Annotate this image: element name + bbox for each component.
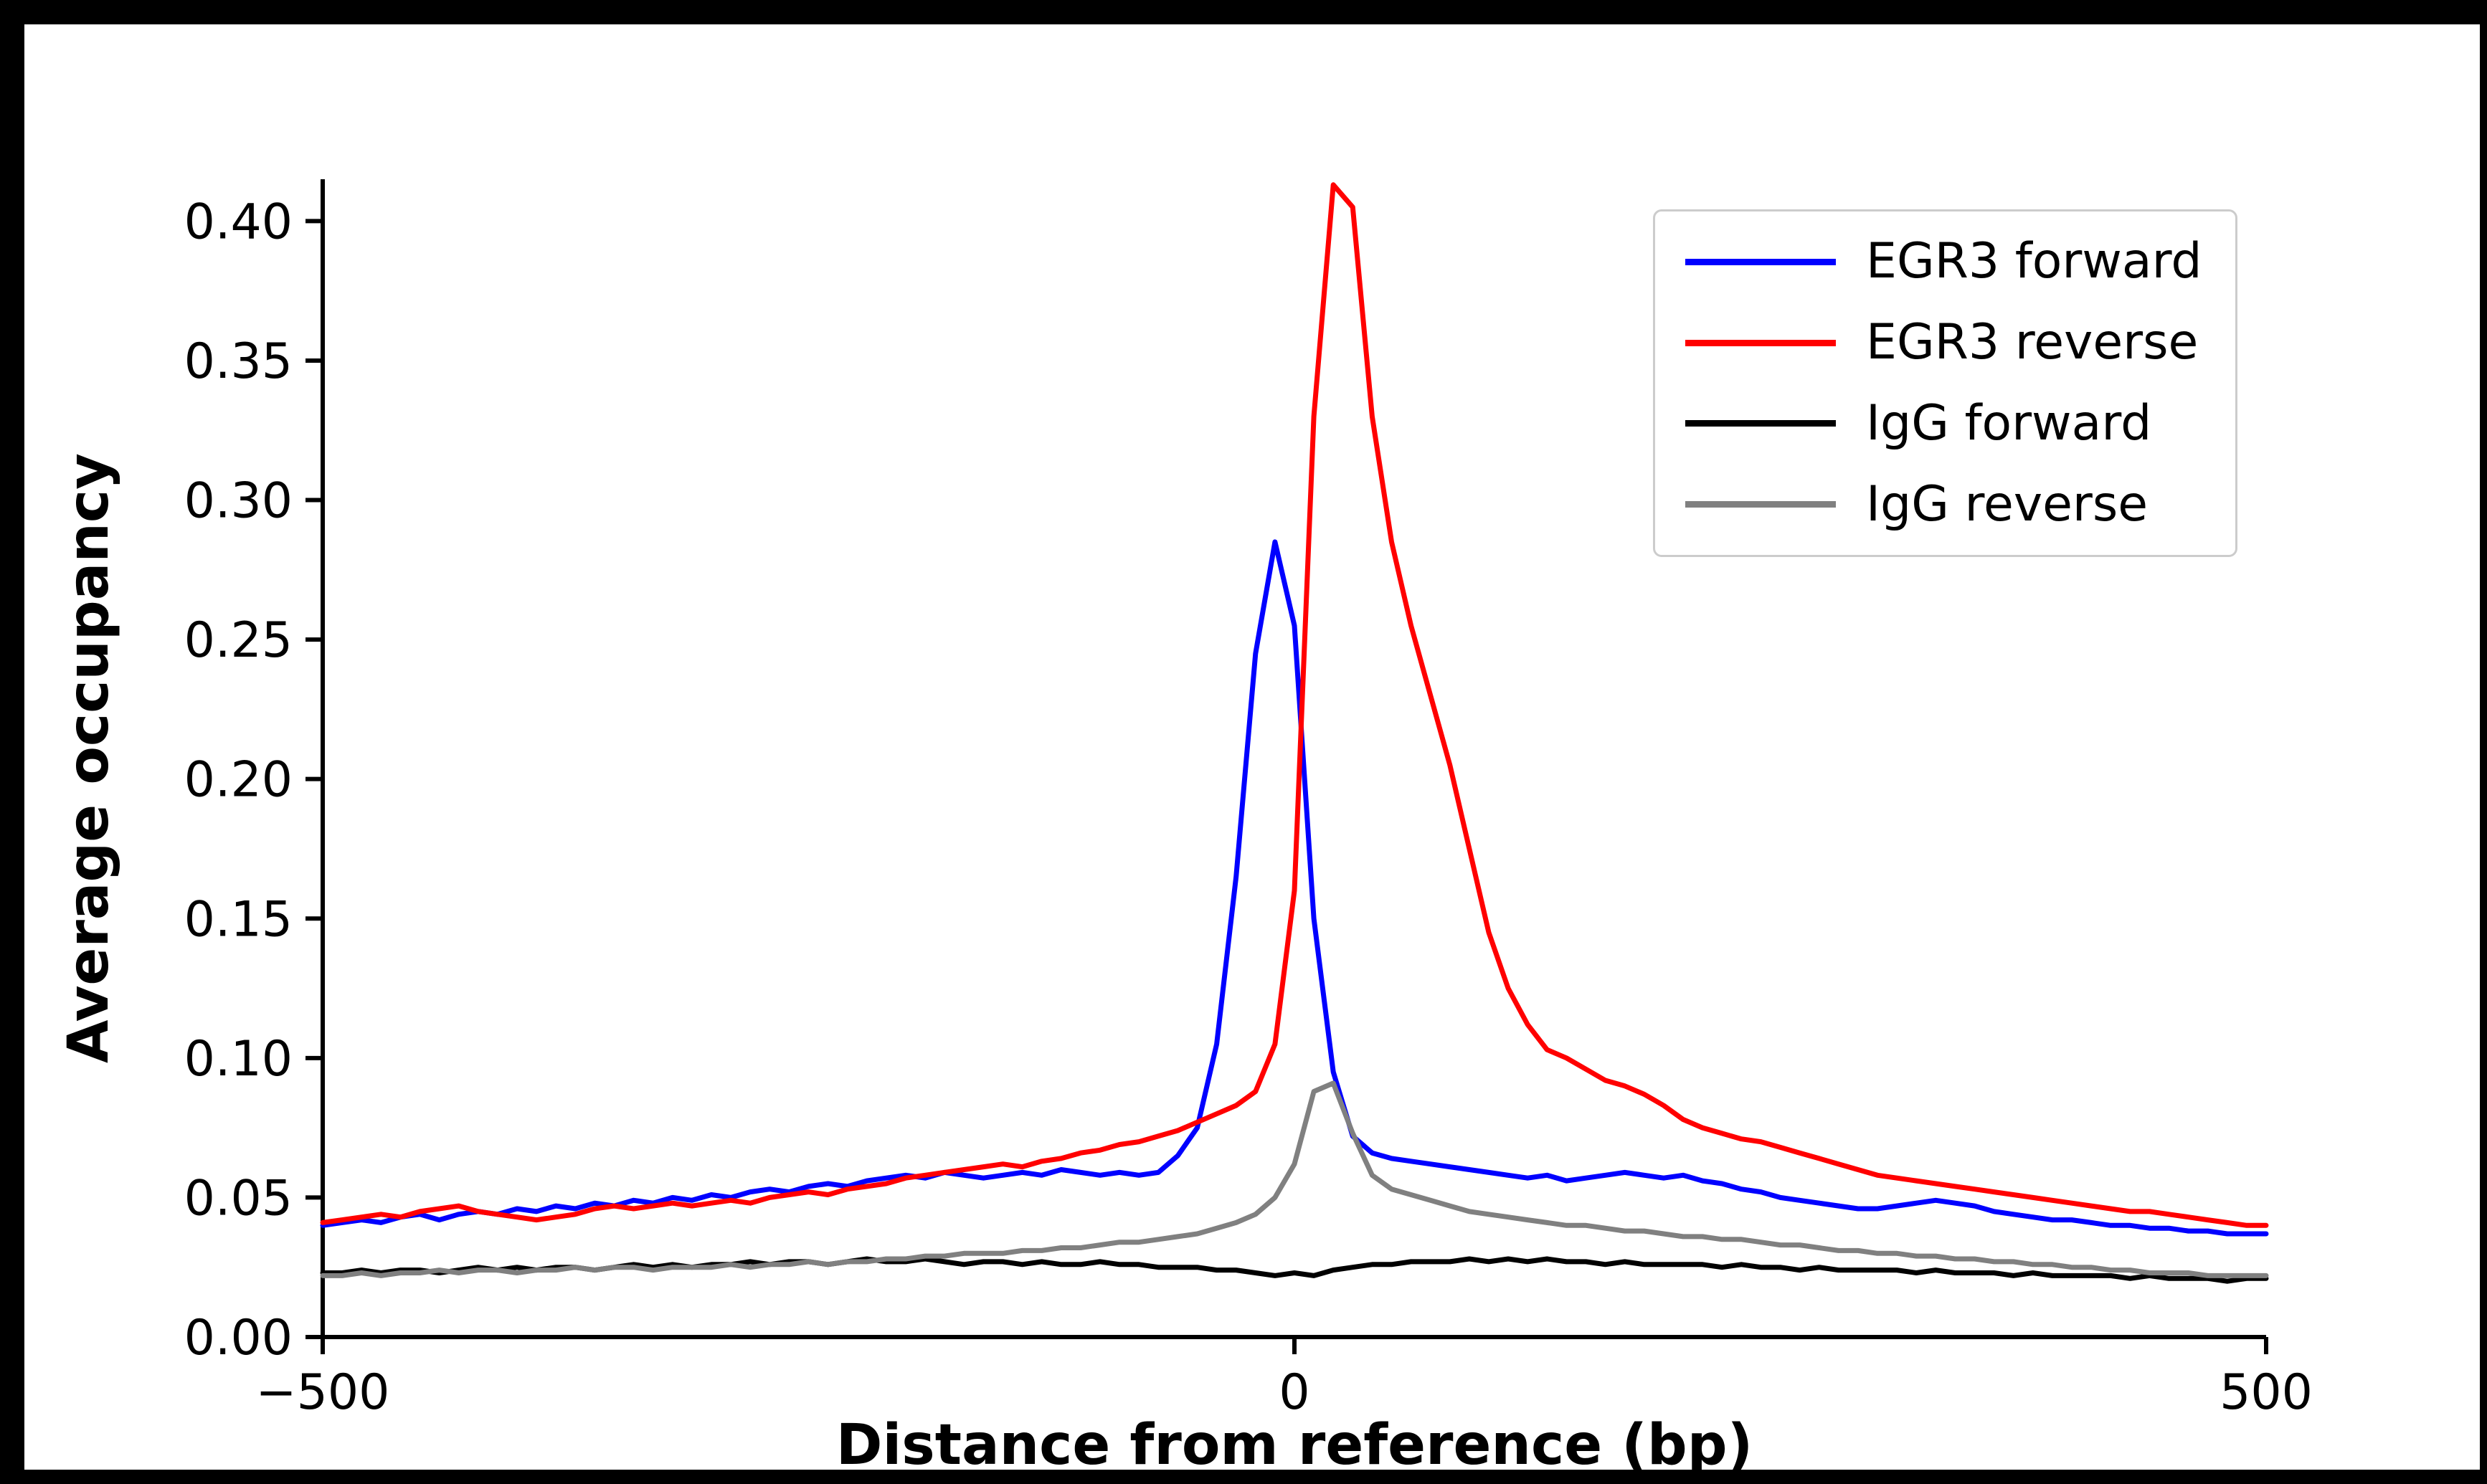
series-egr3-forward: [320, 539, 2269, 1237]
x-axis-label: Distance from reference (bp): [836, 1413, 1753, 1478]
legend-label: IgG reverse: [1866, 475, 2149, 533]
legend-line-sample-igg-forward: [1685, 420, 1836, 427]
y-tick-label: 0.35: [184, 333, 293, 390]
legend-line-sample-egr3-reverse: [1685, 339, 1836, 346]
y-tick-label: 0.25: [184, 612, 293, 669]
series-igg-reverse: [320, 1080, 2269, 1278]
y-tick-label: 0.40: [184, 194, 293, 250]
legend-line-sample-igg-reverse: [1685, 501, 1836, 508]
y-tick-label: 0.00: [184, 1310, 293, 1366]
legend-label: IgG forward: [1866, 394, 2152, 452]
legend-entry: EGR3 reverse: [1655, 318, 2235, 367]
y-axis-label: Average occupancy: [57, 453, 121, 1063]
legend-entry: IgG forward: [1655, 399, 2235, 448]
series-egr3-reverse: [320, 182, 2269, 1228]
legend-label: EGR3 reverse: [1866, 314, 2199, 371]
y-tick-label: 0.05: [184, 1170, 293, 1227]
x-tick-label: 0: [1279, 1364, 1309, 1421]
legend-label: EGR3 forward: [1866, 233, 2202, 290]
x-tick-label: 500: [2220, 1364, 2313, 1421]
y-tick-label: 0.20: [184, 752, 293, 809]
legend-entry: EGR3 forward: [1655, 237, 2235, 286]
y-tick-label: 0.10: [184, 1031, 293, 1088]
series-igg-forward: [320, 1256, 2269, 1284]
y-tick-label: 0.30: [184, 473, 293, 530]
y-tick-label: 0.15: [184, 891, 293, 948]
legend: EGR3 forward EGR3 reverse IgG forward Ig…: [1653, 209, 2237, 557]
legend-line-sample-egr3-forward: [1685, 258, 1836, 265]
legend-entry: IgG reverse: [1655, 480, 2235, 529]
x-tick-label: −500: [256, 1364, 390, 1421]
